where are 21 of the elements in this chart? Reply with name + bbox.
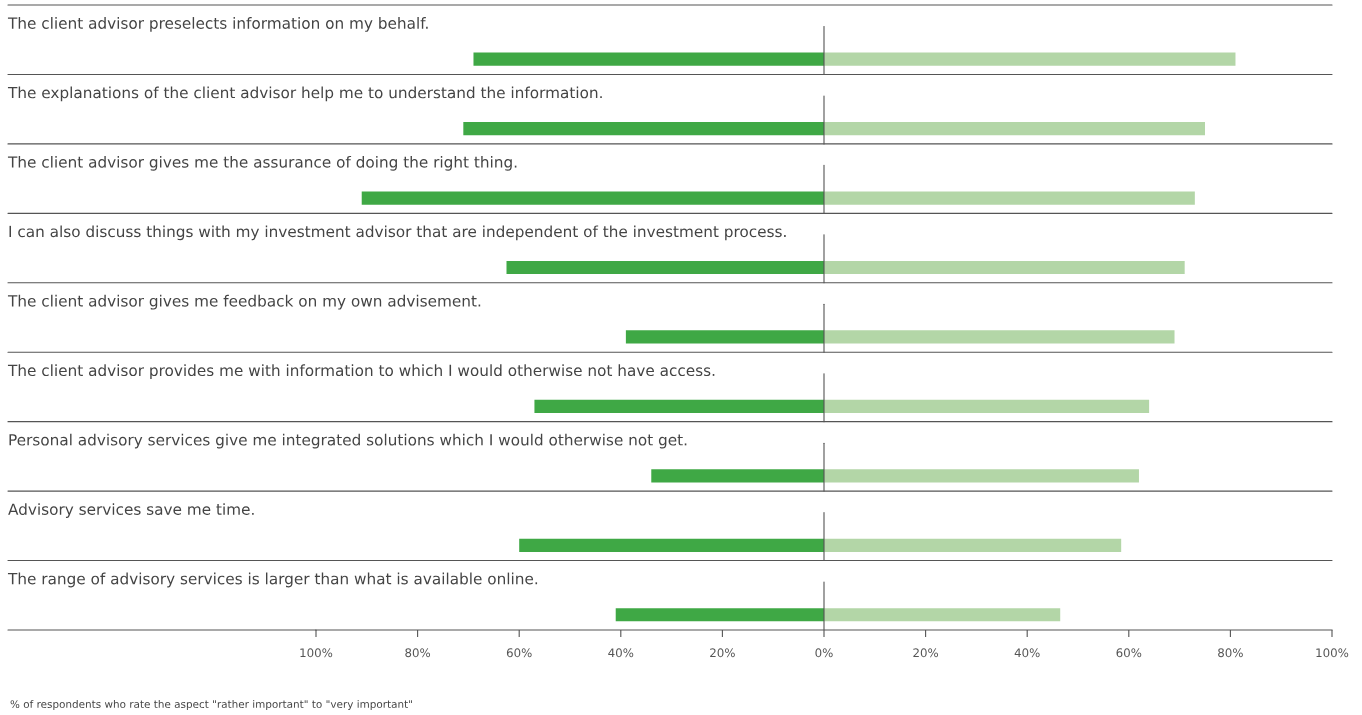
x-tick-label: 60% [1116,648,1142,658]
y-tick-label: The range of advisory services is larger than what is available online. [7,572,538,588]
x-tick-label: 20% [710,648,735,658]
y-tick-label: Advisory services save me time. [8,503,254,518]
y-tick-label: The client advisor gives me the assurance of doing the right thing. [7,155,517,171]
y-tick-label: I can also discuss things with my investment advisor that are independent of the investment process. [9,225,786,241]
y-tick-label: The client advisor provides me with information to which I would otherwise not have access. [7,364,715,380]
x-tick-label: 100% [1316,648,1349,658]
x-tick-label: 60% [506,648,532,658]
x-tick-label: 20% [913,648,939,658]
x-tick-label: 80% [405,648,431,658]
y-tick-label: The client advisor gives me feedback on my own advisement. [7,294,481,310]
y-tick-label: Personal advisory services give me integrated solutions which I would otherwise not get. [9,433,687,449]
y-tick-label: The client advisor preselects information on my behalf. [7,17,428,32]
text: % of respondents who rate the aspect "rather important" to "very important" [10,699,412,711]
y-tick-label: The explanations of the client advisor help me to understand the information. [7,86,602,102]
x-tick-label: 40% [1014,648,1040,658]
x-tick-label: 40% [608,648,634,658]
x-tick-label: 0% [815,648,833,658]
x-tick-label: 100% [300,648,333,658]
x-tick-label: 80% [1218,648,1243,658]
